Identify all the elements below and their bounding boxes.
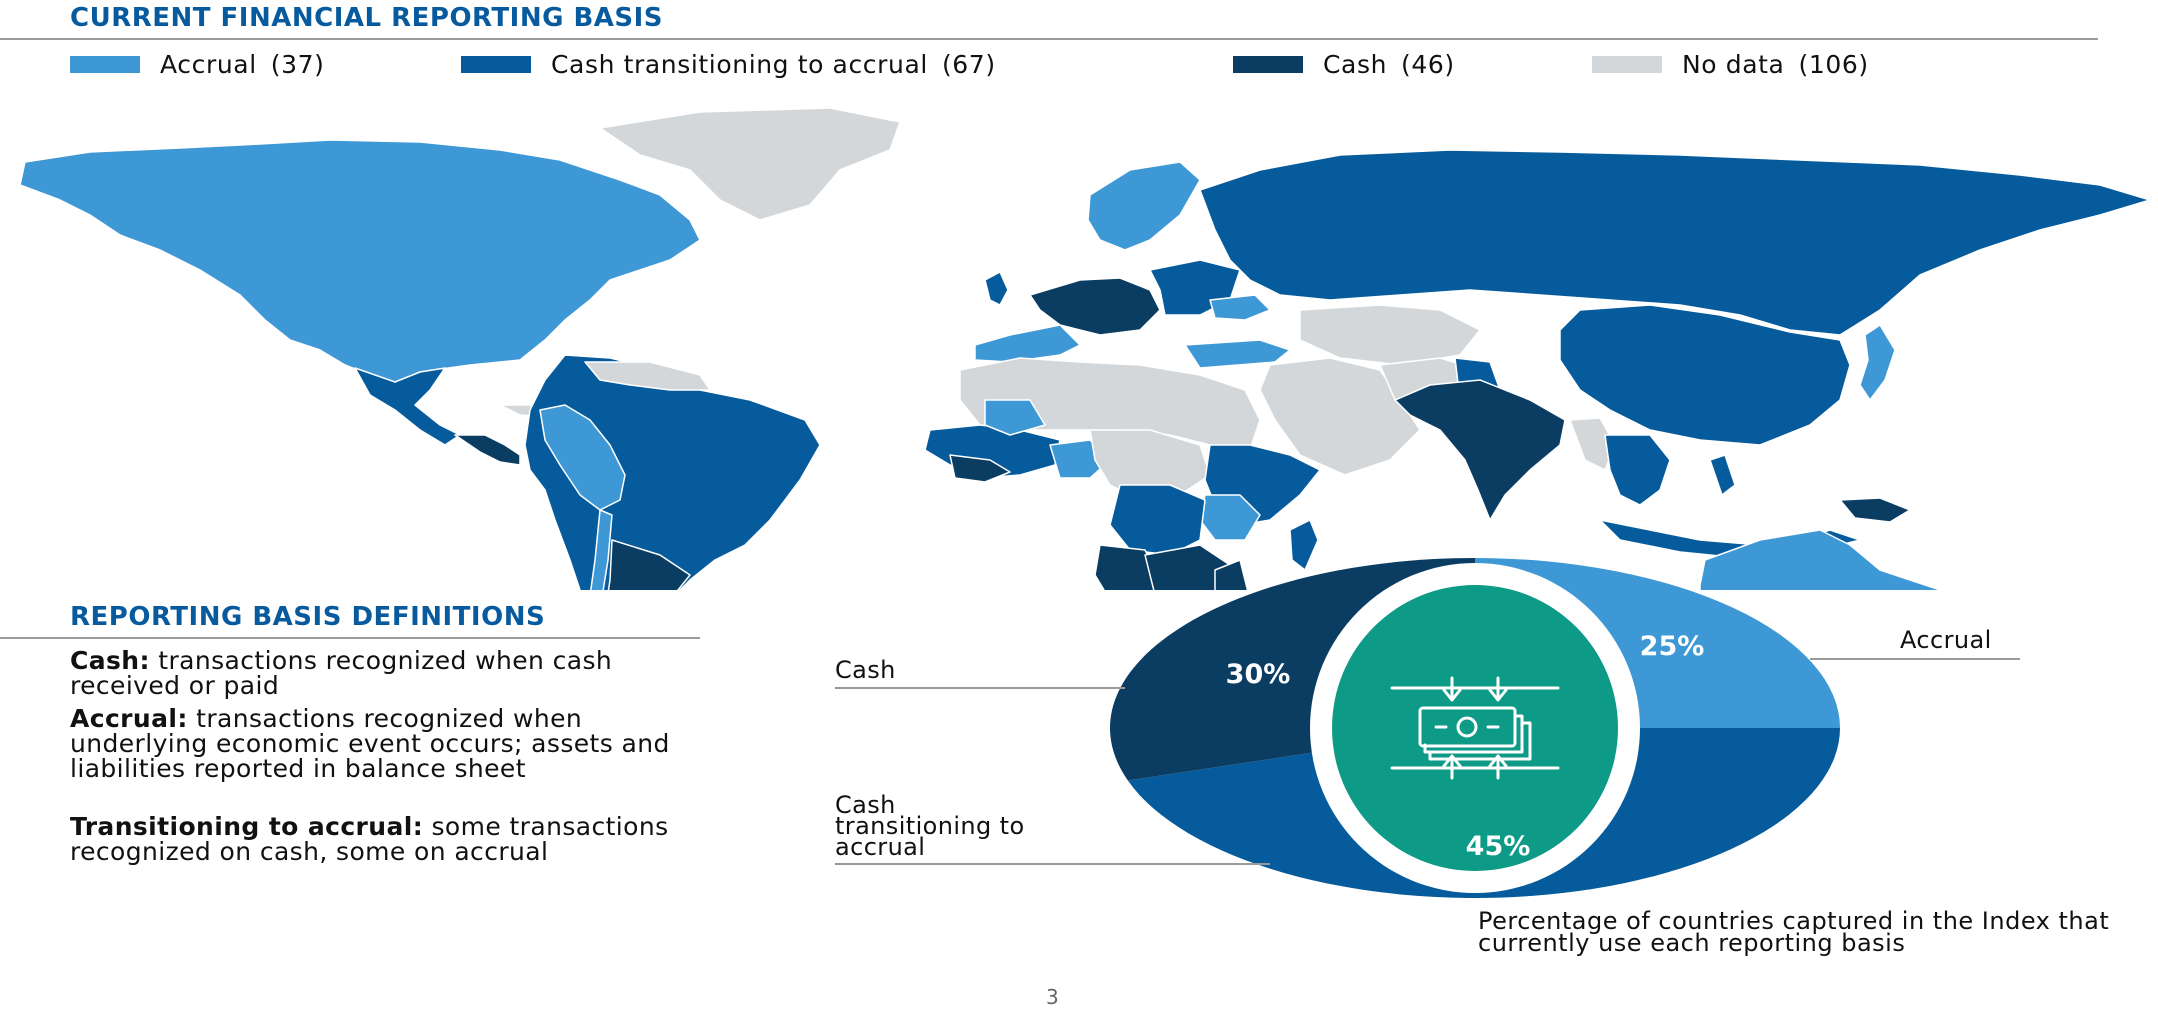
region-mozambique [1214, 559, 1249, 590]
region-chile [590, 509, 613, 590]
legend-swatch-transitioning [461, 56, 531, 73]
region-russia [1199, 149, 2151, 336]
definition-term: Accrual: [70, 704, 188, 733]
region-europe-accrual [974, 324, 1081, 363]
slice-label-accrual: 25% [1640, 631, 1705, 662]
definitions-title: REPORTING BASIS DEFINITIONS [70, 602, 546, 632]
region-north-america [19, 139, 701, 386]
region-madagascar [1289, 519, 1319, 571]
legend-item-accrual: Accrual (37) [70, 50, 324, 79]
legend-label: Accrual [160, 50, 257, 79]
region-europe-cash [1029, 277, 1161, 336]
region-angola [1094, 544, 1161, 590]
definition-text: transactions recognized when underlying … [70, 704, 670, 783]
region-philippines [1709, 454, 1736, 496]
region-ukraine [1209, 294, 1271, 321]
legend-item-nodata: No data (106) [1592, 50, 1869, 79]
legend-item-transitioning: Cash transitioning to accrual (67) [461, 50, 996, 79]
definition-text: transactions recognized when cash receiv… [70, 646, 613, 700]
legend-label: No data [1682, 50, 1785, 79]
region-mali [984, 399, 1046, 436]
callout-accrual: Accrual [1900, 626, 1992, 654]
legend-swatch-accrual [70, 56, 140, 73]
legend-count: (46) [1401, 50, 1455, 79]
region-peru [539, 404, 626, 511]
legend-swatch-cash [1233, 56, 1303, 73]
page-number: 3 [1046, 985, 1059, 1009]
region-scandinavia [1087, 161, 1201, 251]
legend-count: (37) [270, 50, 325, 79]
definitions-rule [0, 637, 700, 639]
money-transfer-icon [1390, 676, 1560, 780]
definition-cash: Cash: transactions recognized when cash … [70, 648, 690, 698]
region-zambia [1144, 544, 1231, 590]
definition-term: Cash: [70, 646, 150, 675]
definition-text: some transactions recognized on cash, so… [70, 812, 669, 866]
slice-label-transitioning: 45% [1466, 831, 1531, 862]
region-australia [1699, 529, 1941, 590]
region-uk [984, 271, 1009, 306]
region-argentina [607, 539, 691, 590]
region-venezuela [584, 361, 711, 391]
legend-label: Cash transitioning to accrual [551, 50, 928, 79]
region-png [1839, 497, 1911, 523]
definition-transitioning: Transitioning to accrual: some transacti… [70, 814, 690, 864]
region-india [1394, 379, 1566, 521]
world-map-icon [19, 107, 2151, 590]
definition-accrual: Accrual: transactions recognized when un… [70, 706, 690, 781]
chart-caption: Percentage of countries captured in the … [1478, 907, 2110, 957]
region-japan [1859, 324, 1896, 401]
definition-term: Transitioning to accrual: [70, 812, 424, 841]
legend-swatch-nodata [1592, 56, 1662, 73]
legend-item-cash: Cash (46) [1233, 50, 1455, 79]
page-title: CURRENT FINANCIAL REPORTING BASIS [70, 3, 664, 33]
region-greenland [599, 107, 901, 221]
region-indochina [1604, 434, 1671, 506]
legend-count: (106) [1798, 50, 1869, 79]
legend-label: Cash [1323, 50, 1388, 79]
callout-cash: Cash [835, 656, 896, 684]
region-turkey [1184, 339, 1291, 369]
region-central-america [454, 434, 521, 466]
region-west-africa-cash [949, 454, 1011, 483]
callout-transitioning: Cash transitioning to accrual [835, 791, 1025, 861]
title-rule [0, 38, 2098, 40]
region-mexico [354, 367, 461, 446]
region-middle-east [1259, 357, 1421, 476]
slice-label-cash: 30% [1226, 659, 1291, 690]
legend-count: (67) [941, 50, 996, 79]
region-china [1559, 304, 1851, 446]
region-central-asia [1299, 304, 1481, 366]
